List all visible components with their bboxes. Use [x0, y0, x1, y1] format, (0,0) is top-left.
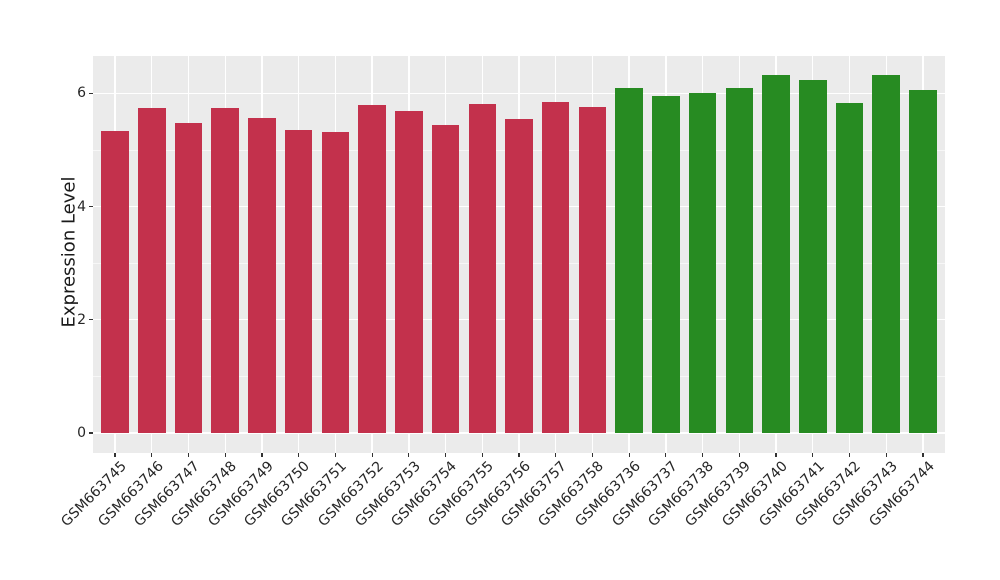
x-tick-mark: [481, 453, 483, 457]
y-tick-mark: [89, 432, 93, 434]
bar-GSM663744: [909, 90, 937, 433]
bar-GSM663756: [505, 118, 533, 433]
bar-GSM663758: [578, 106, 607, 433]
y-tick-mark: [89, 319, 93, 321]
x-tick-mark: [775, 453, 777, 457]
y-major-gridline: [93, 92, 945, 95]
x-tick-mark: [922, 453, 924, 457]
x-tick-mark: [114, 453, 116, 457]
bar-GSM663739: [725, 88, 754, 433]
x-tick-mark: [444, 453, 447, 457]
bar-GSM663740: [762, 74, 790, 433]
x-tick-mark: [187, 453, 190, 457]
bar-GSM663749: [248, 117, 276, 433]
bar-GSM663752: [358, 104, 386, 433]
y-axis-title-text: Expression Level: [58, 176, 80, 328]
y-tick-label: 6: [77, 85, 86, 102]
x-tick-mark: [261, 453, 263, 457]
x-tick-mark: [224, 453, 226, 457]
y-major-gridline: [93, 432, 945, 434]
bar-GSM663745: [101, 131, 129, 433]
y-tick-mark: [89, 92, 93, 94]
x-tick-mark: [591, 453, 594, 457]
x-tick-mark: [848, 453, 851, 457]
bar-GSM663757: [541, 102, 570, 433]
bar-GSM663750: [284, 130, 313, 433]
y-tick-label: 0: [77, 425, 86, 441]
bar-GSM663742: [835, 103, 864, 433]
x-tick-mark: [885, 453, 887, 457]
y-tick-label: 2: [77, 311, 86, 328]
x-tick-mark: [151, 453, 153, 457]
bar-GSM663736: [615, 88, 643, 433]
bar-GSM663754: [431, 125, 460, 433]
x-tick-mark: [812, 453, 814, 457]
x-tick-mark: [628, 453, 630, 457]
x-tick-mark: [738, 453, 740, 457]
x-tick-mark: [298, 453, 300, 457]
bar-GSM663738: [688, 92, 717, 433]
y-tick-label: 4: [77, 198, 86, 215]
bar-GSM663743: [872, 74, 900, 433]
x-tick-mark: [702, 453, 704, 457]
bar-GSM663748: [211, 108, 239, 433]
bar-GSM663737: [652, 95, 680, 433]
x-tick-mark: [408, 453, 410, 457]
bar-GSM663747: [174, 122, 203, 433]
x-tick-mark: [371, 453, 373, 457]
y-tick-mark: [89, 206, 93, 208]
bar-GSM663755: [468, 103, 497, 433]
x-tick-mark: [665, 453, 667, 457]
bar-GSM663741: [799, 80, 827, 433]
x-tick-mark: [334, 453, 336, 457]
bar-GSM663753: [395, 110, 423, 433]
bar-GSM663746: [138, 107, 166, 433]
bar-GSM663751: [321, 132, 350, 433]
x-tick-mark: [555, 453, 557, 457]
x-tick-mark: [518, 453, 520, 457]
